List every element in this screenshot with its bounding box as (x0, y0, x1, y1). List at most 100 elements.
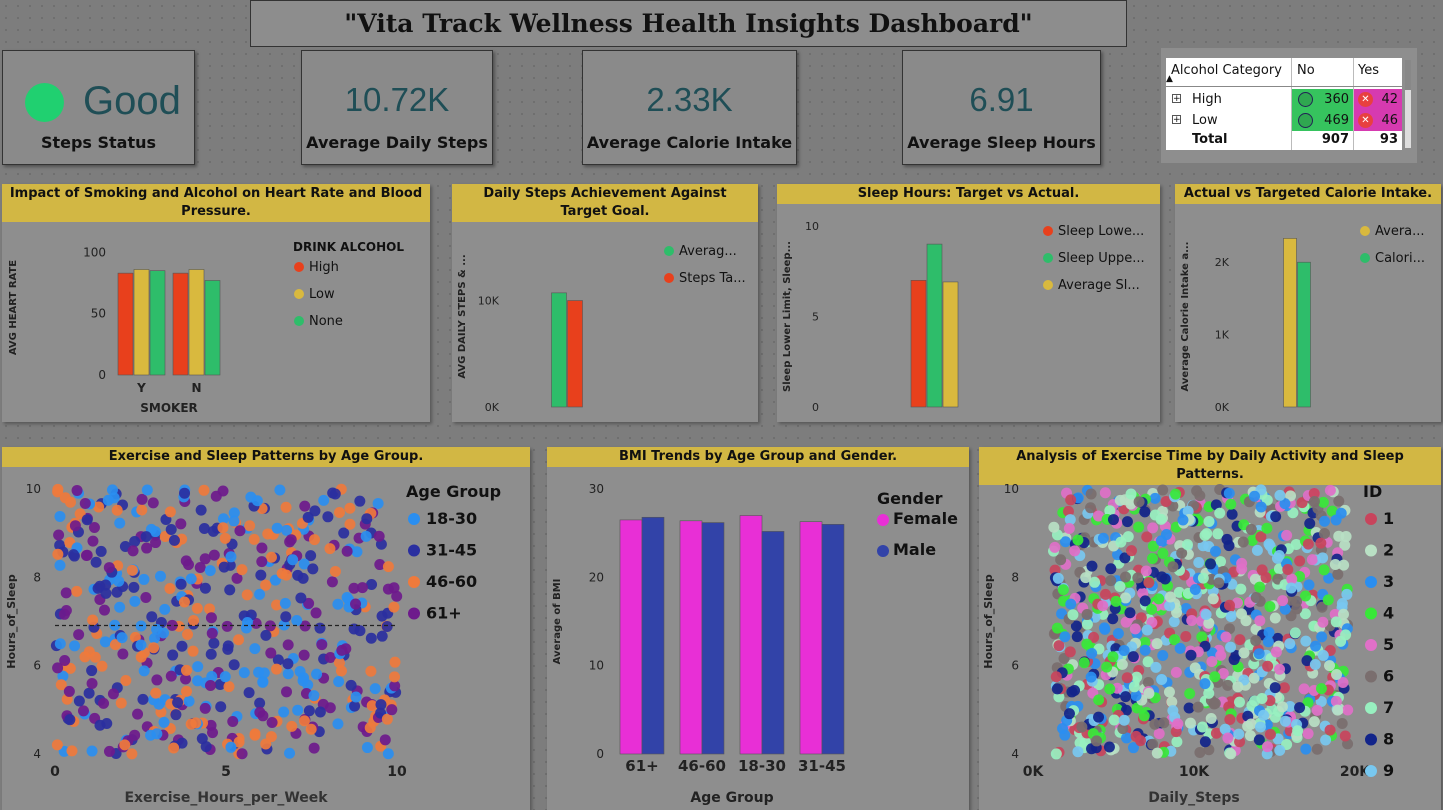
panel-heart-rate-title: Impact of Smoking and Alcohol on Heart R… (2, 184, 430, 222)
point-4 (1146, 603, 1158, 615)
legend-label-none: None (309, 314, 343, 329)
point-61 (348, 582, 360, 594)
legend-marker-male (877, 545, 889, 557)
matrix-header-no[interactable]: No (1297, 63, 1315, 78)
point-7 (1050, 748, 1062, 760)
point-46-60 (66, 745, 78, 757)
matrix-cell-high-no: 360 (1292, 89, 1353, 110)
matrix-header-yes[interactable]: Yes (1358, 63, 1379, 78)
bmi-trends-chart[interactable]: 0 10 20 30 Average of BMI 61+ 46-60 18-30 31-45 A… (547, 447, 969, 810)
point-6 (1076, 721, 1088, 733)
point-7 (1203, 515, 1215, 527)
point-61 (210, 490, 222, 502)
point-2 (1238, 647, 1250, 659)
point-61 (69, 520, 81, 532)
point-61 (63, 685, 75, 697)
point-9 (1182, 505, 1194, 517)
panel-exercise-sleep-age[interactable]: Exercise and Sleep Patterns by Age Group… (2, 447, 530, 810)
calorie-target-chart[interactable]: 0K 1K 2K Average Calorie Intake a... Avera..… (1175, 184, 1441, 422)
expand-low-icon[interactable]: + (1172, 115, 1181, 125)
point-18-30 (57, 670, 69, 682)
expand-high-icon[interactable]: + (1172, 94, 1181, 104)
kpi-steps-status[interactable]: Good Steps Status (2, 50, 195, 165)
panel-bmi-trends[interactable]: BMI Trends by Age Group and Gender. 0 10 2… (547, 447, 969, 810)
point-2 (1114, 494, 1126, 506)
legend-label-46-60: 46-60 (426, 572, 477, 591)
point-4 (1110, 595, 1122, 607)
sort-up-icon[interactable]: ▲ (1166, 74, 1173, 84)
point-61 (236, 748, 248, 760)
point-3 (1121, 732, 1133, 744)
point-4 (1138, 710, 1150, 722)
panel-exercise-activity-sleep[interactable]: Analysis of Exercise Time by Daily Activ… (979, 447, 1441, 810)
point-2 (1332, 704, 1344, 716)
kpi-average-sleep-hours[interactable]: 6.91 Average Sleep Hours (902, 50, 1101, 165)
point-18-30 (298, 672, 310, 684)
point-46-60 (55, 679, 67, 691)
point-61 (324, 652, 336, 664)
point-2 (1337, 608, 1349, 620)
point-9 (1285, 582, 1297, 594)
point-8 (1086, 560, 1098, 572)
sleep-target-chart[interactable]: 0 5 10 Sleep Lower Limit, Sleep... Sleep Low… (777, 184, 1160, 422)
point-18-30 (279, 597, 291, 609)
point-61 (194, 562, 206, 574)
panel-sleep-target[interactable]: Sleep Hours: Target vs Actual. 0 5 10 Sleep… (777, 184, 1160, 422)
point-61 (60, 587, 72, 599)
x-axis-title: SMOKER (140, 401, 198, 415)
bar-male-31-45 (821, 524, 845, 755)
alcohol-matrix-visual[interactable]: Alcohol Category ▲ No Yes + High 360 ✕ 4… (1161, 48, 1417, 163)
legend-label-18-30: 18-30 (426, 509, 477, 528)
kpi-average-calorie-intake[interactable]: 2.33K Average Calorie Intake (582, 50, 797, 165)
point-31-45 (376, 630, 388, 642)
point-31-45 (214, 678, 226, 690)
heart-rate-chart[interactable]: 0 50 100 AVG HEART RATE Y N SMOKER DRINK ALCOHO… (2, 184, 430, 422)
point-3 (1330, 514, 1342, 526)
point-61 (316, 639, 328, 651)
panel-heart-rate[interactable]: Impact of Smoking and Alcohol on Heart R… (2, 184, 430, 422)
panel-steps-target[interactable]: Daily Steps Achievement Against Target G… (452, 184, 758, 422)
matrix-header-category[interactable]: Alcohol Category (1171, 63, 1282, 78)
matrix-scrollbar[interactable] (1405, 60, 1411, 148)
point-31-45 (165, 523, 177, 535)
point-3 (1262, 636, 1274, 648)
point-18-30 (369, 683, 381, 695)
exercise-activity-sleep-chart[interactable]: 4 6 8 10 0K 10K 20K Daily_Steps Hours_of_Sleep ID… (979, 447, 1441, 810)
matrix-row-label-high: High (1192, 92, 1222, 107)
point-8 (1156, 571, 1168, 583)
point-31-45 (338, 527, 350, 539)
kpi-average-daily-steps-label: Average Daily Steps (306, 133, 488, 152)
point-46-60 (126, 564, 138, 576)
point-6 (1333, 495, 1345, 507)
point-3 (1323, 572, 1335, 584)
point-6 (1336, 717, 1348, 729)
bar-high-n (172, 272, 189, 376)
point-18-30 (159, 603, 171, 615)
x-indicator-icon: ✕ (1358, 92, 1373, 107)
point-3 (1316, 631, 1328, 643)
point-4 (1157, 548, 1169, 560)
alcohol-matrix[interactable]: Alcohol Category ▲ No Yes + High 360 ✕ 4… (1166, 58, 1402, 150)
dashboard-title-box: "Vita Track Wellness Health Insights Das… (250, 0, 1127, 47)
steps-target-chart[interactable]: 0K 10K AVG DAILY STEPS & ... Averag... Steps… (452, 184, 758, 422)
point-61 (199, 702, 211, 714)
point-61 (199, 553, 211, 565)
y-tick-label: 4 (1011, 747, 1019, 761)
point-6 (1194, 746, 1206, 758)
point-18-30 (311, 668, 323, 680)
point-46-60 (389, 656, 401, 668)
point-1 (1121, 672, 1133, 684)
point-2 (1184, 717, 1196, 729)
point-3 (1127, 742, 1139, 754)
point-46-60 (366, 700, 378, 712)
kpi-average-daily-steps[interactable]: 10.72K Average Daily Steps (301, 50, 493, 165)
point-31-45 (170, 709, 182, 721)
point-2 (1080, 572, 1092, 584)
panel-calorie-target[interactable]: Actual vs Targeted Calorie Intake. 0K 1K 2… (1175, 184, 1441, 422)
exercise-sleep-age-chart[interactable]: 4 6 8 10 0 5 10 Exercise_Hours_per_Week Hours_of… (2, 447, 530, 810)
point-4 (1107, 651, 1119, 663)
point-46-60 (333, 657, 345, 669)
point-18-30 (114, 601, 126, 613)
point-7 (1142, 656, 1154, 668)
point-1 (1180, 631, 1192, 643)
